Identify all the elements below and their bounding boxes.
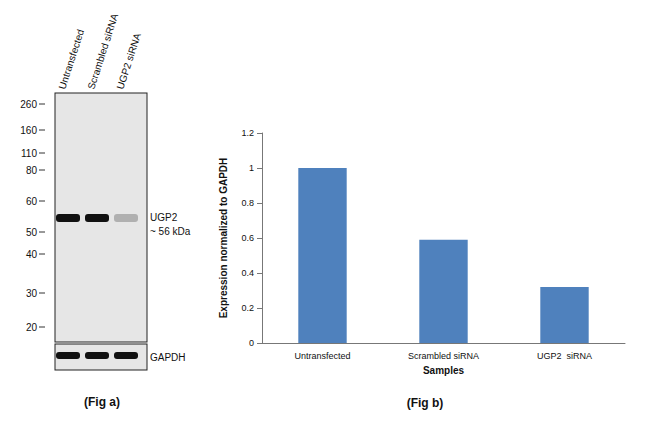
svg-text:1: 1 bbox=[249, 163, 254, 173]
svg-text:Scrambled siRNA: Scrambled siRNA bbox=[85, 12, 120, 91]
svg-text:0.8: 0.8 bbox=[241, 198, 254, 208]
svg-text:(Fig b): (Fig b) bbox=[407, 396, 444, 410]
svg-text:40: 40 bbox=[26, 249, 38, 260]
svg-text:(Fig a): (Fig a) bbox=[84, 395, 120, 409]
svg-text:Scrambled siRNA: Scrambled siRNA bbox=[408, 351, 479, 361]
svg-text:110: 110 bbox=[21, 148, 37, 159]
svg-text:50: 50 bbox=[26, 227, 38, 238]
svg-text:80: 80 bbox=[26, 165, 38, 176]
svg-text:0.2: 0.2 bbox=[241, 303, 254, 313]
svg-text:60: 60 bbox=[26, 196, 38, 207]
svg-text:0.6: 0.6 bbox=[241, 233, 254, 243]
svg-text:20: 20 bbox=[26, 322, 38, 333]
svg-text:30: 30 bbox=[26, 288, 38, 299]
svg-text:0: 0 bbox=[249, 338, 254, 348]
svg-text:1.2: 1.2 bbox=[241, 128, 254, 138]
svg-text:260: 260 bbox=[20, 99, 37, 110]
svg-text:160: 160 bbox=[20, 125, 37, 136]
svg-text:~ 56 kDa: ~ 56 kDa bbox=[150, 226, 191, 237]
svg-text:Samples: Samples bbox=[423, 365, 465, 376]
svg-text:Expression normalized to GAPDH: Expression normalized to GAPDH bbox=[218, 158, 229, 319]
svg-text:UGP2 siRNA: UGP2 siRNA bbox=[537, 351, 592, 361]
svg-text:Untransfected: Untransfected bbox=[294, 351, 350, 361]
svg-text:Untransfected: Untransfected bbox=[56, 28, 86, 91]
svg-text:0.4: 0.4 bbox=[241, 268, 254, 278]
svg-text:UGP2: UGP2 bbox=[150, 212, 178, 223]
svg-text:GAPDH: GAPDH bbox=[150, 352, 186, 363]
svg-text:UGP2 siRNA: UGP2 siRNA bbox=[114, 31, 143, 90]
